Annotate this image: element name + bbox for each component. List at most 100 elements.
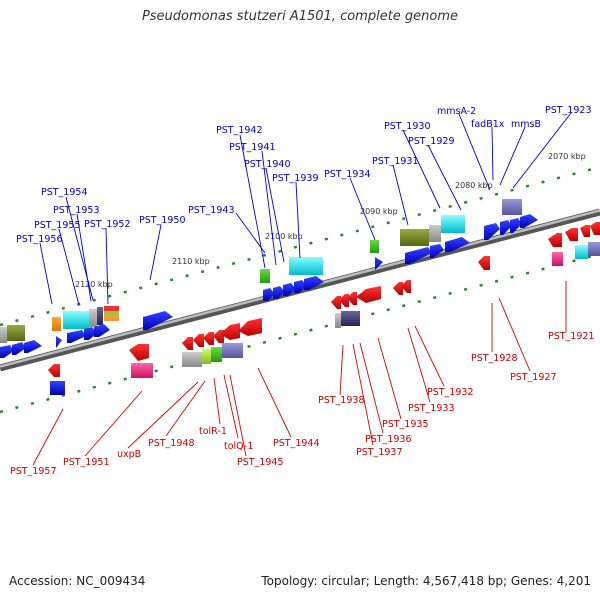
- gene-label: PST_1930: [384, 121, 431, 132]
- gene-label: tolQ-1: [224, 441, 253, 452]
- gene-block: [335, 313, 341, 328]
- gene-label: PST_1952: [84, 219, 131, 230]
- gene-block: [211, 347, 222, 362]
- gene-label: uxpB: [117, 449, 141, 460]
- kbp-label: 2090 kbp: [360, 207, 398, 216]
- gene-arrow: [347, 292, 357, 305]
- gene-arrow: [56, 336, 62, 348]
- kbp-labels: 2070 kbp 2080 kbp 2090 kbp 2100 kbp 2110…: [75, 152, 586, 289]
- gene-label: PST_1937: [356, 447, 403, 458]
- gene-label: PST_1943: [188, 205, 235, 216]
- gene-arrow: [263, 288, 275, 301]
- gene-label: PST_1941: [229, 142, 276, 153]
- gene-arrow: [510, 218, 522, 233]
- gene-block: [502, 199, 522, 215]
- gene-label: PST_1951: [63, 457, 110, 468]
- gene-arrow: [94, 324, 110, 337]
- gene-arrow: [401, 280, 411, 293]
- gene-label: PST_1934: [324, 169, 371, 180]
- gene-arrow: [590, 222, 600, 235]
- gene-label: PST_1923: [545, 105, 592, 116]
- gene-block: [182, 352, 202, 367]
- gene-label: PST_1929: [408, 136, 455, 147]
- gene-arrow: [375, 257, 383, 270]
- gene-arrow: [331, 296, 341, 309]
- gene-arrow: [500, 220, 512, 235]
- gene-label: PST_1948: [148, 438, 195, 449]
- gene-label: PST_1938: [318, 395, 365, 406]
- gene-block: [104, 306, 119, 311]
- kbp-label: 2070 kbp: [548, 152, 586, 161]
- gene-block: [222, 343, 243, 358]
- gene-label: PST_1939: [272, 173, 319, 184]
- gene-label: PST_1921: [548, 331, 595, 342]
- gene-block: [289, 257, 323, 275]
- kbp-label: 2100 kbp: [265, 232, 303, 241]
- gene-block: [202, 349, 211, 364]
- gene-arrow: [445, 237, 470, 252]
- gene-block: [341, 311, 360, 326]
- gene-arrow: [405, 247, 432, 264]
- gene-arrow: [0, 345, 14, 358]
- gene-arrow: [283, 283, 296, 296]
- gene-arrow: [143, 311, 173, 330]
- gene-label: PST_1933: [408, 403, 455, 414]
- gene-arrow: [182, 337, 193, 350]
- gene-label: PST_1932: [427, 387, 474, 398]
- gene-arrow: [220, 323, 240, 340]
- gene-label: mmsA-2: [437, 106, 476, 117]
- forward-genes: [0, 199, 538, 358]
- forward-leaders: [39, 112, 572, 306]
- gene-block: [63, 311, 89, 329]
- forward-gene-labels: mmsA-2 fadB1x mmsB PST_1923 PST_1930 PST…: [16, 105, 592, 245]
- gene-block: [131, 363, 153, 378]
- gene-arrow: [478, 256, 490, 270]
- gene-block: [97, 307, 103, 325]
- gene-block: [370, 240, 379, 253]
- gene-arrow: [193, 334, 204, 347]
- gene-block: [429, 225, 441, 242]
- gene-label: PST_1956: [16, 234, 63, 245]
- gene-arrow: [565, 228, 578, 241]
- accession-text: Accession: NC_009434: [9, 574, 146, 588]
- gene-block: [400, 229, 429, 246]
- gene-block: [441, 215, 465, 233]
- gene-label: PST_1927: [510, 372, 557, 383]
- gene-label: mmsB: [511, 119, 541, 130]
- tick-track-upper: [0, 165, 600, 327]
- gene-arrow: [580, 225, 590, 237]
- gene-arrow: [484, 223, 500, 240]
- gene-arrow: [520, 214, 538, 228]
- gene-label: fadB1x: [471, 119, 505, 130]
- gene-block: [588, 242, 600, 256]
- gene-block: [0, 327, 7, 343]
- gene-block: [7, 325, 25, 341]
- gene-arrow: [48, 364, 60, 377]
- genome-summary: Topology: circular; Length: 4,567,418 bp…: [261, 574, 591, 588]
- gene-block: [575, 245, 588, 259]
- kbp-label: 2120 kbp: [75, 280, 113, 289]
- gene-arrow: [273, 286, 285, 299]
- gene-arrow: [238, 318, 262, 336]
- gene-arrow: [67, 330, 86, 343]
- gene-arrow: [129, 344, 149, 361]
- gene-block: [104, 311, 119, 316]
- gene-label: PST_1935: [382, 419, 429, 430]
- gene-arrow: [304, 276, 324, 290]
- gene-arrow: [339, 294, 349, 307]
- gene-block: [50, 381, 65, 395]
- kbp-label: 2110 kbp: [172, 257, 210, 266]
- gene-arrow: [548, 233, 562, 247]
- gene-arrow: [84, 327, 97, 340]
- gene-arrow: [430, 244, 444, 258]
- gene-block: [89, 309, 97, 327]
- gene-block: [552, 252, 563, 266]
- gene-label: PST_1954: [41, 187, 88, 198]
- reverse-gene-labels: PST_1921 PST_1928 PST_1927 PST_1932 PST_…: [10, 331, 595, 477]
- gene-arrow: [24, 340, 42, 353]
- gene-label: PST_1936: [365, 434, 412, 445]
- reverse-genes: [48, 222, 600, 395]
- gene-block: [104, 316, 119, 321]
- reverse-leaders: [32, 281, 567, 466]
